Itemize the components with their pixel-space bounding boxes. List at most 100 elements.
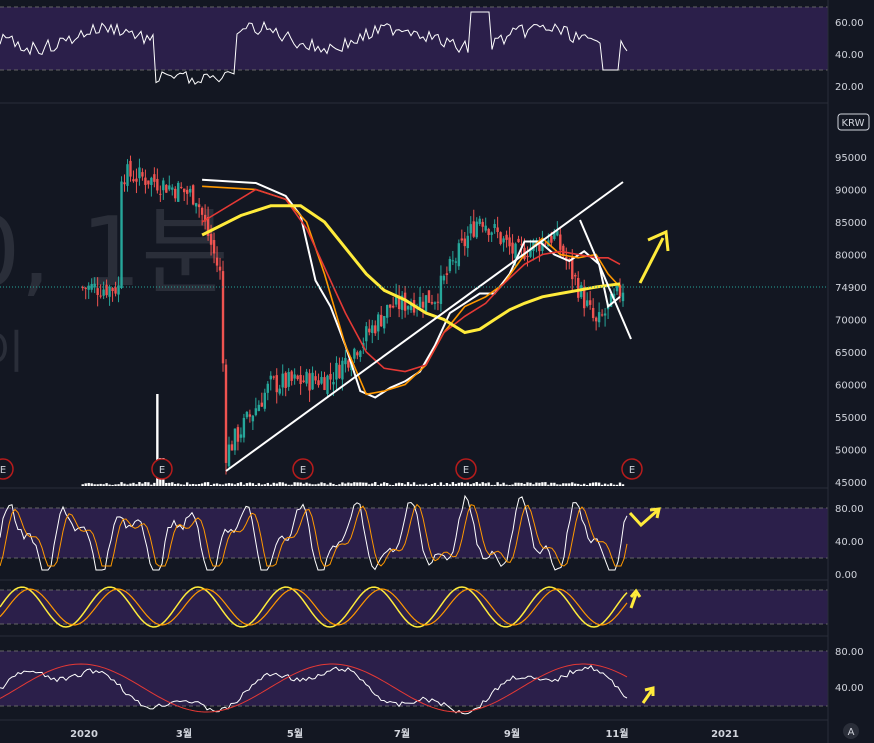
volume-bar — [281, 482, 284, 486]
candle-body — [347, 360, 350, 368]
volume-bar — [326, 484, 329, 486]
candle-body — [236, 427, 240, 442]
auto-scale-label: A — [848, 727, 855, 738]
candle-body — [90, 284, 93, 290]
candle-body — [251, 415, 255, 422]
candle-body — [227, 444, 231, 467]
volume-bar — [99, 483, 102, 486]
candle-body — [81, 287, 84, 289]
volume-bar — [559, 484, 562, 486]
volume-bar — [90, 483, 93, 486]
rising-trendline — [225, 181, 624, 472]
candle-body — [257, 404, 261, 411]
volume-bar — [129, 483, 132, 486]
volume-bar — [266, 482, 269, 486]
volume-bar — [403, 484, 407, 486]
volume-bar — [203, 482, 207, 486]
auto-scale-button[interactable]: A — [843, 723, 859, 739]
volume-bar — [445, 482, 449, 486]
candle-body — [430, 302, 434, 304]
candle-body — [400, 295, 404, 310]
candle-body — [108, 286, 111, 297]
volume-bar — [508, 484, 511, 486]
earnings-marker[interactable]: E — [151, 458, 173, 480]
volume-bar — [332, 483, 335, 486]
candle-body — [365, 326, 368, 342]
candle-body — [180, 186, 183, 188]
volume-bar — [574, 483, 577, 486]
candle-body — [577, 277, 580, 298]
volume-bar — [544, 482, 547, 486]
volume-bar — [209, 484, 213, 486]
volume-bar — [194, 484, 198, 486]
volume-bar — [585, 484, 589, 486]
volume-bar — [96, 484, 99, 486]
candle-body — [200, 207, 204, 215]
candle-body — [591, 307, 595, 318]
candle-body — [162, 180, 165, 191]
volume-bar — [287, 484, 290, 486]
earnings-marker[interactable]: E — [0, 458, 14, 480]
volume-bar — [153, 482, 156, 486]
volume-bar — [296, 482, 299, 486]
volume-bar — [120, 482, 123, 486]
bottom-band — [0, 651, 828, 706]
time-axis[interactable]: 2020 3월 5월 7월 9월 11월 2021 — [70, 728, 739, 740]
volume-bar — [135, 484, 138, 486]
volume-bar — [439, 482, 443, 486]
volume-bar — [87, 482, 90, 486]
earnings-marker[interactable]: E — [292, 458, 314, 480]
earnings-marker-label: E — [629, 465, 635, 476]
volume-bar — [594, 482, 598, 486]
volume-bar — [141, 483, 144, 486]
volume-bar — [206, 482, 210, 486]
top-band — [0, 7, 828, 70]
candle-body — [597, 312, 601, 323]
candle-body — [323, 377, 326, 391]
candle-body — [287, 372, 290, 387]
candle-body — [123, 182, 126, 185]
candle-body — [594, 317, 598, 322]
stochrsi-orange-line — [0, 588, 628, 626]
currency-badge[interactable]: KRW — [837, 113, 870, 131]
volume-bar — [335, 484, 338, 486]
volume-bar — [457, 482, 461, 486]
volume-bar — [108, 484, 111, 486]
volume-bar — [233, 484, 237, 486]
candle-body — [230, 444, 234, 451]
bottom-oscillator-panel: 80.00 40.00 — [0, 647, 864, 715]
candle-body — [159, 193, 162, 195]
candle-body — [218, 266, 222, 271]
moving-average-line — [202, 185, 621, 396]
volume-bar — [317, 483, 320, 486]
volume-bar — [448, 484, 452, 486]
volume-bar — [320, 482, 323, 486]
tick-top-20: 20.00 — [835, 82, 864, 93]
volume-bar — [275, 483, 278, 486]
tick-stoch-0: 0.00 — [835, 570, 857, 581]
volume-bar — [191, 483, 195, 486]
candle-body — [305, 371, 308, 384]
volume-bar — [600, 484, 604, 486]
volume-bar — [424, 483, 428, 486]
volume-bar — [323, 483, 326, 486]
volume-bar — [436, 484, 440, 486]
stoch-d-line — [0, 503, 628, 567]
moving-averages — [201, 178, 621, 399]
volume-bar — [478, 483, 481, 486]
volume-bar — [442, 484, 446, 486]
price-tick: 50000 — [835, 446, 867, 457]
volume-bar — [505, 484, 508, 486]
volume-bar — [227, 483, 231, 486]
price-badge-label: 74900 — [835, 283, 867, 294]
candle-body — [168, 185, 171, 190]
candle-body — [233, 428, 237, 451]
earnings-marker[interactable]: E — [455, 458, 477, 480]
volume-bar — [230, 483, 234, 486]
candle-body — [457, 243, 461, 267]
earnings-marker[interactable]: E — [621, 458, 643, 480]
volume-bar — [383, 482, 386, 486]
volume-bar — [520, 482, 523, 486]
volume-bar — [132, 482, 135, 486]
